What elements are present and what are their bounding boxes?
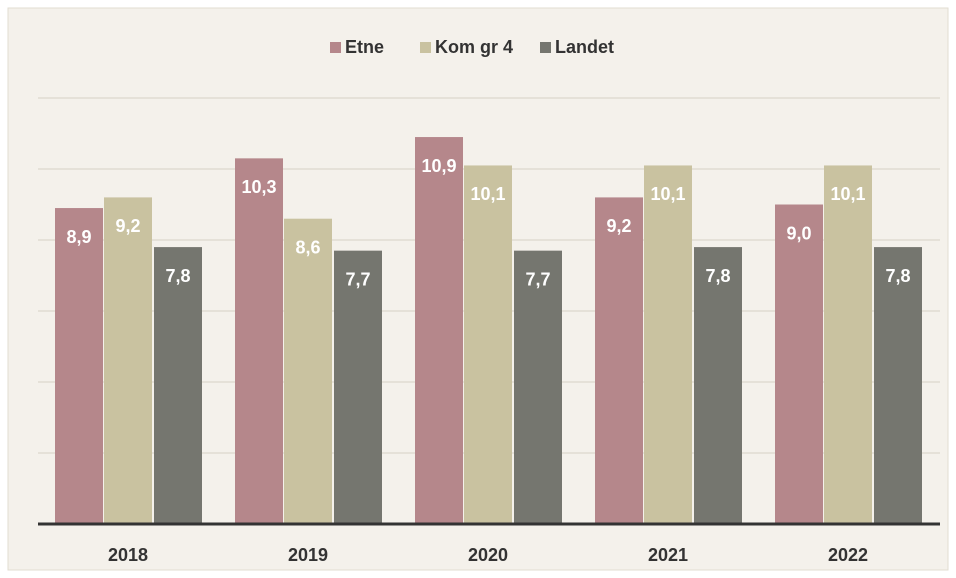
bar [464, 165, 512, 524]
data-label: 9,2 [115, 216, 140, 236]
legend-label: Kom gr 4 [435, 37, 513, 57]
data-label: 10,9 [421, 156, 456, 176]
data-label: 7,8 [165, 266, 190, 286]
bar [595, 197, 643, 524]
bar [415, 137, 463, 525]
legend-swatch [330, 42, 341, 53]
bar [235, 158, 283, 524]
bar [644, 165, 692, 524]
data-label: 7,7 [345, 269, 370, 289]
legend-swatch [540, 42, 551, 53]
x-tick-label: 2020 [468, 545, 508, 565]
data-label: 8,9 [66, 227, 91, 247]
data-label: 9,2 [606, 216, 631, 236]
legend-label: Landet [555, 37, 614, 57]
bar [154, 247, 202, 524]
bar [874, 247, 922, 524]
bar [694, 247, 742, 524]
bar [284, 218, 332, 524]
x-tick-label: 2021 [648, 545, 688, 565]
data-label: 7,7 [525, 269, 550, 289]
data-label: 7,8 [885, 266, 910, 286]
legend-swatch [420, 42, 431, 53]
data-label: 10,3 [241, 177, 276, 197]
data-label: 7,8 [705, 266, 730, 286]
data-label: 10,1 [830, 184, 865, 204]
x-tick-label: 2022 [828, 545, 868, 565]
bar [104, 197, 152, 524]
x-tick-label: 2018 [108, 545, 148, 565]
bar [775, 204, 823, 524]
data-label: 8,6 [295, 237, 320, 257]
bar [334, 250, 382, 524]
data-label: 10,1 [470, 184, 505, 204]
legend-label: Etne [345, 37, 384, 57]
bar [824, 165, 872, 524]
x-tick-label: 2019 [288, 545, 328, 565]
bar [514, 250, 562, 524]
data-label: 9,0 [786, 223, 811, 243]
bar [55, 208, 103, 525]
data-label: 10,1 [650, 184, 685, 204]
